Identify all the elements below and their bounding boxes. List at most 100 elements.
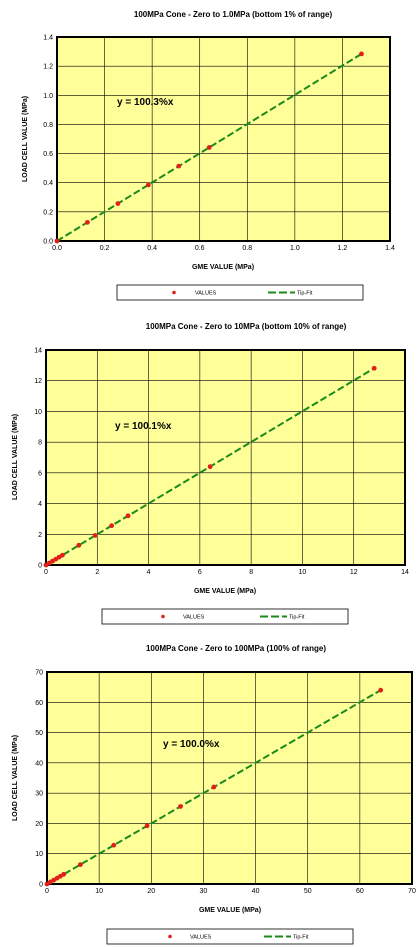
chart-1-x-tick-label: 0.0 bbox=[52, 245, 62, 252]
chart-3-x-ticks: 0 10 20 30 40 50 60 70 bbox=[45, 888, 416, 895]
chart-2-y-tick-label: 6 bbox=[38, 470, 42, 477]
chart-3-y-tick-label: 20 bbox=[35, 821, 43, 828]
chart-2-y-tick-label: 14 bbox=[34, 348, 42, 355]
chart-1-x-ticks: 0.0 0.2 0.4 0.6 0.8 1.0 1.2 1.4 bbox=[52, 245, 395, 252]
chart-3-x-tick-label: 0 bbox=[45, 888, 49, 895]
chart-2-data-point bbox=[109, 523, 115, 529]
chart-3-title: 100MPa Cone - Zero to 100MPa (100% of ra… bbox=[146, 644, 326, 653]
chart-1-legend-values-label: VALUES bbox=[195, 291, 217, 297]
chart-3-data-point bbox=[378, 687, 384, 693]
chart-1-data-point bbox=[115, 201, 121, 206]
chart-2-x-tick-label: 6 bbox=[198, 569, 202, 576]
chart-1-x-tick-label: 0.8 bbox=[242, 245, 252, 252]
chart-3-y-axis-label: LOAD CELL VALUE (MPa) bbox=[12, 735, 19, 821]
chart-1-x-tick-label: 0.6 bbox=[195, 245, 205, 252]
chart-1-data-point bbox=[206, 145, 212, 150]
chart-1-y-tick-label: 0.0 bbox=[43, 239, 53, 246]
chart-2-legend-fit-label: Tip-Fit bbox=[289, 615, 305, 621]
chart-1-y-axis-label: LOAD CELL VALUE (MPa) bbox=[22, 96, 29, 182]
chart-2-x-axis-label: GME VALUE (MPa) bbox=[194, 588, 256, 595]
chart-2-equation: y = 100.1%x bbox=[115, 421, 172, 432]
chart-3-legend-fit-label: Tip-Fit bbox=[293, 935, 309, 941]
chart-3-x-axis-label: GME VALUE (MPa) bbox=[199, 907, 261, 914]
chart-3-y-tick-label: 10 bbox=[35, 851, 43, 858]
chart-3-equation: y = 100.0%x bbox=[163, 739, 220, 750]
chart-1-x-tick-label: 1.0 bbox=[290, 245, 300, 252]
chart-1-equation: y = 100.3%x bbox=[117, 97, 174, 108]
chart-1-x-tick-label: 1.2 bbox=[338, 245, 348, 252]
chart-2-x-tick-label: 14 bbox=[401, 569, 409, 576]
chart-2-y-ticks: 0 2 4 6 8 10 12 14 bbox=[34, 348, 42, 570]
chart-2-data-point bbox=[76, 542, 82, 548]
chart-1-legend: VALUES Tip-Fit bbox=[116, 284, 364, 301]
chart-2-data-point bbox=[92, 533, 98, 538]
chart-3-x-tick-label: 50 bbox=[304, 888, 312, 895]
chart-1-x-tick-label: 1.4 bbox=[385, 245, 395, 252]
chart-3-data-point bbox=[61, 871, 67, 877]
chart-2-x-tick-label: 4 bbox=[147, 569, 151, 576]
chart-2-data-point bbox=[207, 464, 213, 470]
chart-2-y-axis-label: LOAD CELL VALUE (MPa) bbox=[12, 414, 19, 500]
chart-1-y-tick-label: 0.4 bbox=[43, 180, 53, 187]
chart-1: 100MPa Cone - Zero to 1.0MPa (bottom 1% … bbox=[22, 10, 395, 301]
chart-2-x-ticks: 0 2 4 6 8 10 12 14 bbox=[44, 569, 409, 576]
chart-2-x-tick-label: 2 bbox=[95, 569, 99, 576]
chart-2-data-point bbox=[371, 365, 377, 371]
chart-3-y-tick-label: 30 bbox=[35, 791, 43, 798]
chart-1-legend-fit-label: Tip-Fit bbox=[297, 291, 313, 297]
chart-2-legend-values-label: VALUES bbox=[183, 615, 205, 621]
chart-2-x-tick-label: 0 bbox=[44, 569, 48, 576]
chart-3-data-point bbox=[111, 842, 117, 848]
chart-2-y-tick-label: 8 bbox=[38, 440, 42, 447]
chart-3-legend-values-marker bbox=[168, 934, 172, 939]
chart-2-title: 100MPa Cone - Zero to 10MPa (bottom 10% … bbox=[146, 322, 347, 331]
chart-1-y-tick-label: 0.6 bbox=[43, 151, 53, 158]
chart-1-y-tick-label: 1.4 bbox=[43, 35, 53, 42]
chart-1-legend-values-marker bbox=[172, 290, 176, 295]
chart-3-x-tick-label: 60 bbox=[356, 888, 364, 895]
chart-1-title: 100MPa Cone - Zero to 1.0MPa (bottom 1% … bbox=[134, 10, 333, 19]
chart-2-plot-area bbox=[45, 349, 406, 566]
chart-2-y-tick-label: 0 bbox=[38, 563, 42, 570]
chart-2-legend-values-marker bbox=[161, 614, 165, 619]
chart-2-legend: VALUES Tip-Fit bbox=[101, 608, 349, 625]
chart-1-y-ticks: 0.0 0.2 0.4 0.6 0.8 1.0 1.2 1.4 bbox=[43, 35, 53, 246]
chart-3-y-tick-label: 0 bbox=[39, 882, 43, 889]
chart-1-y-tick-label: 0.8 bbox=[43, 122, 53, 129]
chart-3-data-point bbox=[144, 823, 150, 829]
chart-2-data-point bbox=[60, 552, 65, 558]
chart-2-points bbox=[43, 365, 377, 568]
chart-2-x-tick-label: 10 bbox=[299, 569, 307, 576]
chart-1-y-tick-label: 0.2 bbox=[43, 209, 53, 216]
chart-1-legend-box bbox=[116, 284, 364, 301]
chart-3-y-tick-label: 40 bbox=[35, 760, 43, 767]
chart-3-data-point bbox=[211, 784, 217, 790]
chart-1-x-axis-label: GME VALUE (MPa) bbox=[192, 264, 254, 271]
chart-1-data-point bbox=[54, 238, 60, 244]
chart-3-data-point bbox=[77, 862, 83, 868]
chart-2-data-point bbox=[125, 513, 131, 519]
chart-3-legend-box bbox=[106, 928, 354, 945]
chart-2: 100MPa Cone - Zero to 10MPa (bottom 10% … bbox=[12, 322, 409, 625]
chart-3-x-tick-label: 10 bbox=[95, 888, 103, 895]
chart-2-grid bbox=[46, 350, 405, 565]
chart-3-data-point bbox=[178, 804, 183, 809]
chart-3-grid bbox=[47, 672, 412, 884]
chart-3-x-tick-label: 20 bbox=[147, 888, 155, 895]
chart-2-y-tick-label: 2 bbox=[38, 532, 42, 539]
chart-3-y-ticks: 0 10 20 30 40 50 60 70 bbox=[35, 670, 43, 889]
chart-3-y-tick-label: 70 bbox=[35, 670, 43, 677]
chart-3-legend: VALUES Tip-Fit bbox=[106, 928, 354, 945]
chart-3-points bbox=[44, 687, 384, 887]
chart-1-x-tick-label: 0.4 bbox=[147, 245, 157, 252]
chart-1-grid bbox=[57, 37, 390, 241]
chart-1-data-point bbox=[359, 51, 364, 57]
chart-3-x-tick-label: 40 bbox=[252, 888, 260, 895]
chart-3-y-tick-label: 50 bbox=[35, 730, 43, 737]
chart-1-x-tick-label: 0.2 bbox=[100, 245, 110, 252]
chart-3-x-tick-label: 70 bbox=[408, 888, 416, 895]
chart-1-data-point bbox=[145, 182, 151, 188]
chart-3-x-tick-label: 30 bbox=[200, 888, 208, 895]
chart-3: 100MPa Cone - Zero to 100MPa (100% of ra… bbox=[12, 644, 416, 945]
